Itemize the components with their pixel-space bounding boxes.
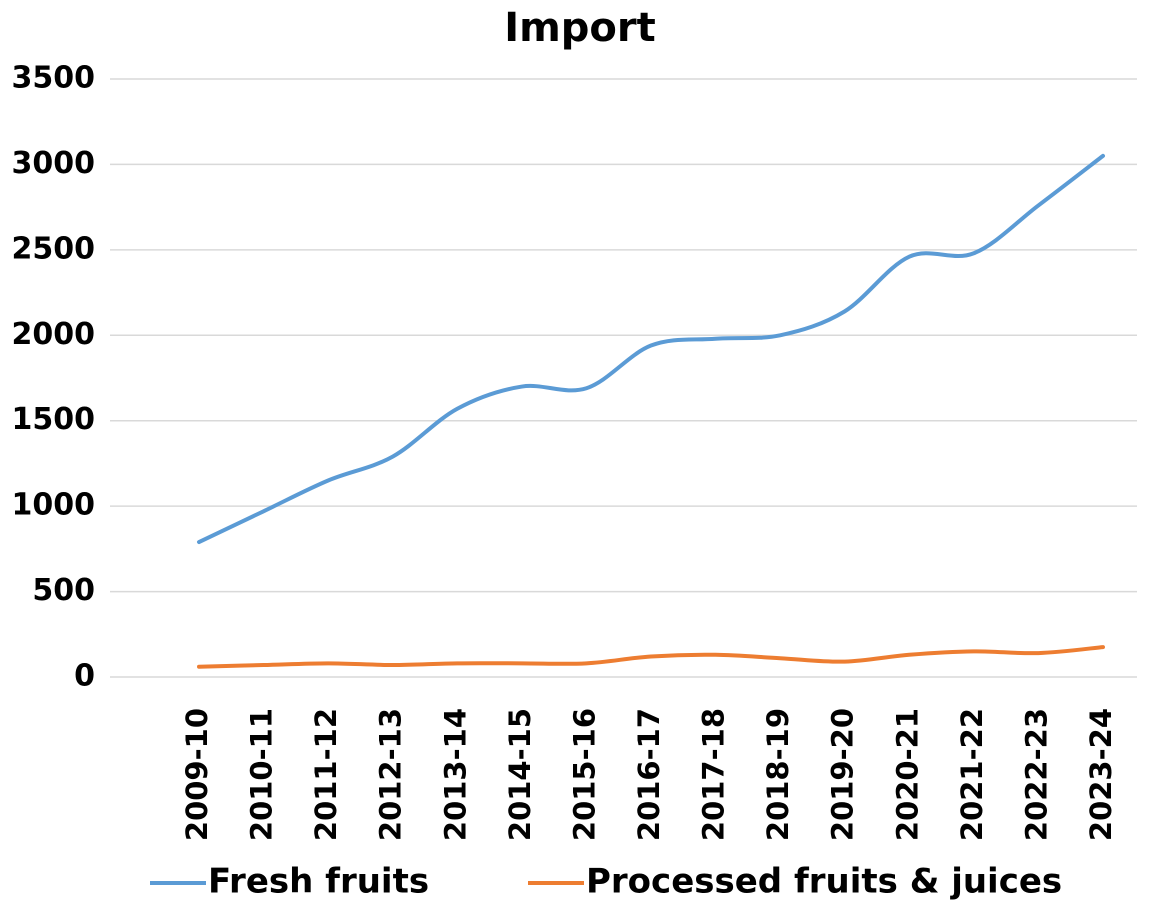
x-tick-label: 2010-11 (245, 708, 279, 841)
x-tick-label: 2014-15 (503, 708, 537, 841)
x-tick-label: 2015-16 (567, 708, 601, 841)
y-tick-label: 2500 (12, 231, 96, 266)
x-tick-label: 2012-13 (374, 708, 408, 841)
x-tick-label: 2017-18 (697, 708, 731, 841)
x-tick-label: 2018-19 (761, 708, 795, 841)
x-tick-label: 2009-10 (180, 708, 214, 841)
y-tick-label: 500 (32, 573, 95, 608)
y-tick-label: 3000 (12, 146, 96, 181)
y-tick-label: 1000 (12, 488, 96, 523)
y-tick-label: 2000 (12, 317, 96, 352)
x-tick-label: 2020-21 (890, 708, 924, 841)
x-tick-label: 2016-17 (632, 708, 666, 841)
x-tick-label: 2013-14 (438, 708, 472, 841)
line-series (197, 153, 1105, 545)
legend-label: Fresh fruits (208, 862, 429, 902)
y-tick-label: 1500 (12, 402, 96, 437)
line-series (197, 645, 1105, 669)
x-tick-label: 2021-22 (955, 708, 989, 841)
y-tick-label: 3500 (12, 61, 96, 96)
y-tick-label: 0 (74, 659, 95, 694)
legend-label: Processed fruits & juices (586, 862, 1062, 902)
chart-title: Import (504, 5, 656, 51)
x-tick-label: 2011-12 (309, 708, 343, 841)
x-tick-label: 2023-24 (1084, 708, 1118, 841)
x-tick-label: 2022-23 (1019, 708, 1053, 841)
x-tick-label: 2019-20 (826, 708, 860, 841)
